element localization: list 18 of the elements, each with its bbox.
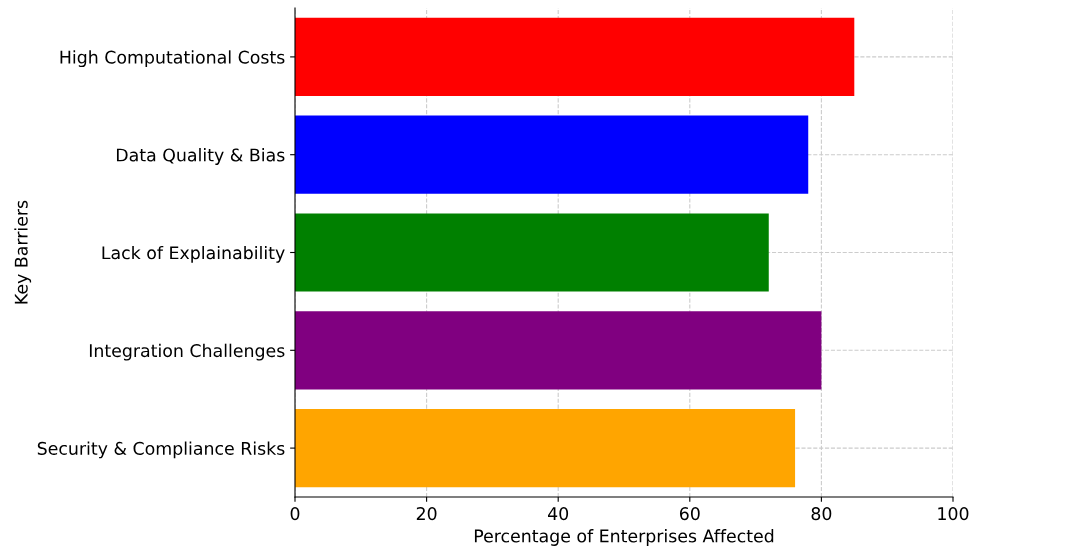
y-tick-label: Lack of Explainability <box>102 245 285 263</box>
bar <box>295 17 855 97</box>
bar <box>295 408 796 488</box>
x-tick-label: 100 <box>938 507 969 521</box>
x-axis-title: Percentage of Enterprises Affected <box>474 529 774 546</box>
x-tick-label: 40 <box>548 507 569 521</box>
x-tick-label: 20 <box>416 507 437 521</box>
y-axis-title: Key Barriers <box>14 200 32 304</box>
x-tick-label: 80 <box>811 507 832 521</box>
y-tick-label: Data Quality & Bias <box>116 148 285 165</box>
x-tick-label: 60 <box>679 507 700 521</box>
y-tick-label: Integration Challenges <box>89 343 285 361</box>
y-tick-label: High Computational Costs <box>60 50 285 68</box>
bar <box>295 115 809 194</box>
x-tick-label: 0 <box>290 507 300 521</box>
y-tick-label: Security & Compliance Risks <box>37 441 285 459</box>
bar <box>295 311 822 390</box>
bar <box>295 213 769 292</box>
